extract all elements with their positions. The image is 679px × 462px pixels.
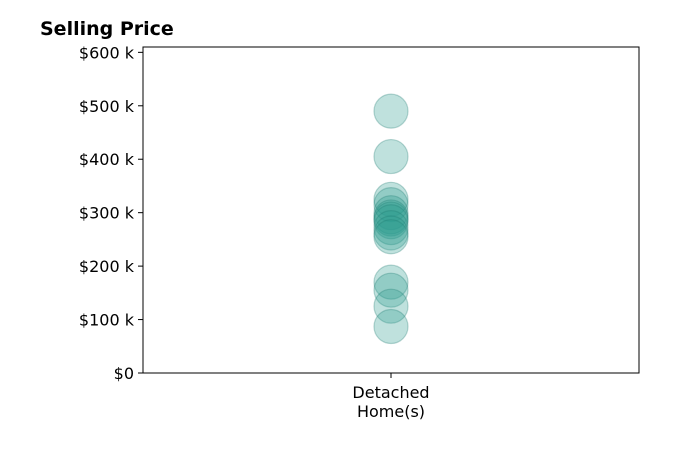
y-tick-label: $200 k bbox=[79, 257, 135, 276]
data-point bbox=[373, 138, 409, 175]
y-axis: $0 $100 k $200 k $300 k $400 k $500 k $600 k bbox=[79, 43, 143, 383]
data-point bbox=[373, 272, 409, 308]
y-tick-label: $300 k bbox=[79, 204, 135, 223]
y-tick-label: $100 k bbox=[79, 311, 135, 330]
y-tick-label: $500 k bbox=[79, 97, 135, 116]
y-tick-label: $0 bbox=[114, 364, 134, 383]
x-tick-label-line: Detached bbox=[352, 383, 429, 402]
data-point bbox=[373, 181, 409, 217]
x-tick-label-line: Home(s) bbox=[357, 402, 425, 421]
data-points bbox=[373, 93, 409, 345]
data-point bbox=[373, 219, 409, 255]
data-point bbox=[373, 187, 409, 223]
y-tick-label: $600 k bbox=[79, 43, 135, 62]
data-point bbox=[373, 308, 409, 345]
data-point bbox=[373, 264, 409, 300]
data-point bbox=[373, 288, 409, 324]
data-point bbox=[373, 93, 409, 129]
data-point bbox=[373, 210, 409, 246]
data-point bbox=[373, 204, 409, 240]
chart-title: Selling Price bbox=[40, 18, 174, 40]
data-point bbox=[373, 215, 409, 251]
x-axis: Detached Home(s) bbox=[352, 373, 430, 421]
x-tick-label: Detached Home(s) bbox=[352, 383, 429, 421]
data-point bbox=[373, 195, 409, 231]
data-point bbox=[373, 199, 409, 235]
y-tick-label: $400 k bbox=[79, 150, 135, 169]
data-point bbox=[373, 201, 409, 237]
